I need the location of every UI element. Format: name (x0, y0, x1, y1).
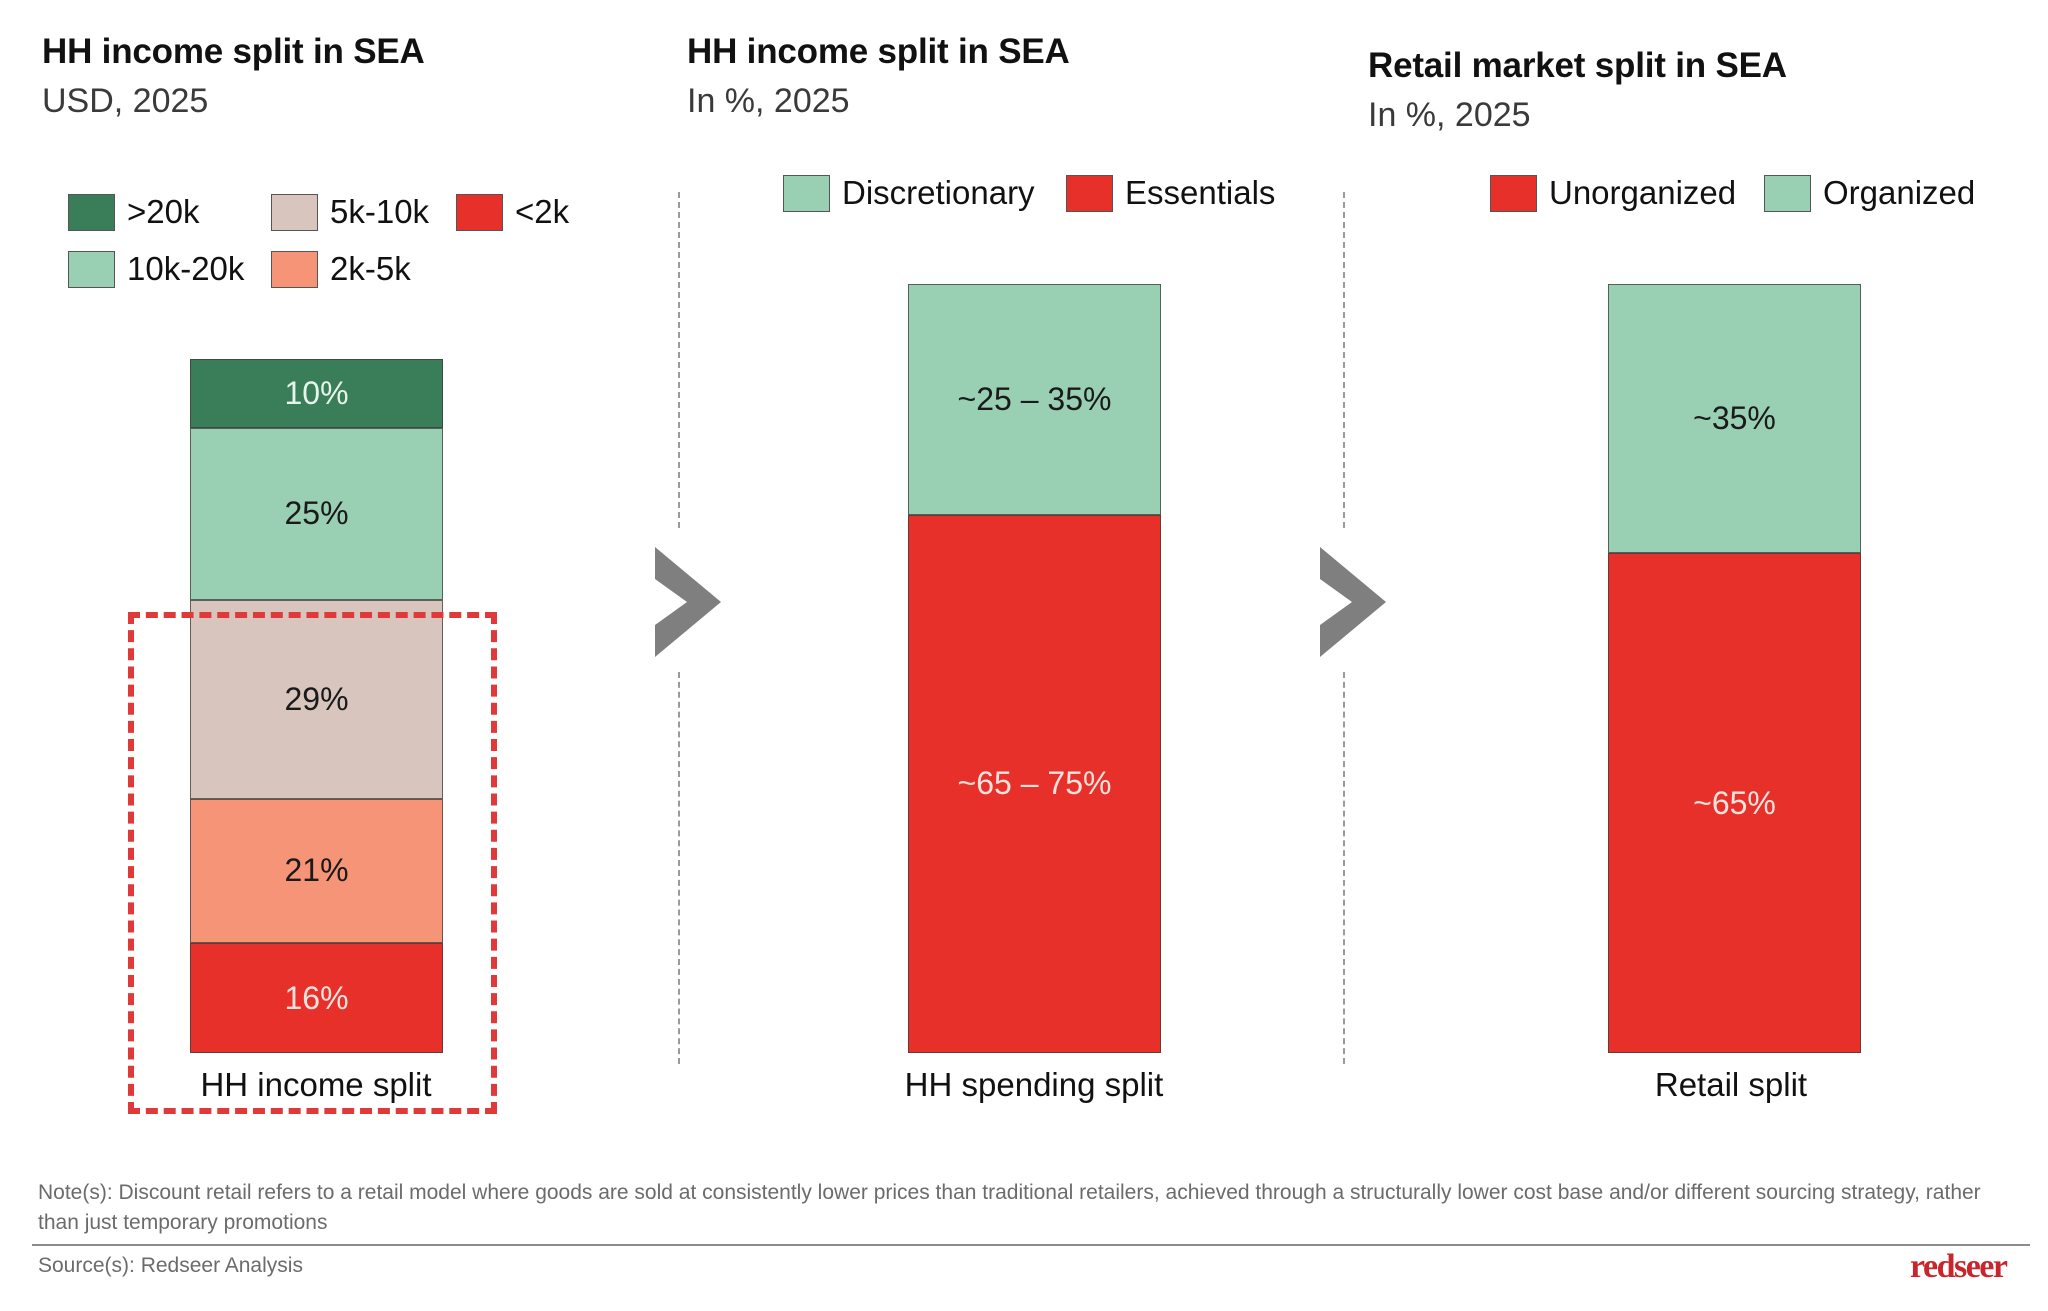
legend-swatch (68, 250, 115, 288)
legend-item-essentials: Essentials (1066, 173, 1275, 213)
chevron-right-icon (1320, 547, 1386, 657)
legend-swatch (1490, 174, 1537, 212)
data-label: ~65 – 75% (957, 765, 1112, 802)
footnote: Note(s): Discount retail refers to a ret… (38, 1181, 1981, 1234)
data-label: ~35% (1693, 400, 1776, 437)
bar-segment-unorganized: ~65% (1608, 553, 1861, 1053)
bar-segment-2k: 16% (190, 943, 443, 1053)
legend-swatch (783, 174, 830, 212)
legend-swatch (456, 193, 503, 231)
retail-bar-caption: Retail split (1654, 1066, 1808, 1103)
spending-bar-caption: HH spending split (904, 1066, 1164, 1103)
bar-segment-essentials: ~65 – 75% (908, 514, 1161, 1053)
panel-1-title: HH income split in SEA (42, 32, 425, 71)
data-label: 29% (284, 680, 349, 717)
income-stacked-bar: 16% 21% 29% 25% 10% (190, 359, 443, 1053)
data-label: 16% (284, 979, 349, 1016)
legend-label: 5k-10k (330, 193, 430, 230)
legend-item-5k-10k: 5k-10k (271, 192, 429, 232)
panel-divider-1-bottom (678, 672, 680, 1064)
panel-3-subtitle: In %, 2025 (1368, 96, 1531, 134)
source-note: Source(s): Redseer Analysis (38, 1254, 303, 1277)
bar-segment-organized: ~35% (1608, 284, 1861, 554)
legend-item-lt2k: <2k (456, 192, 569, 232)
legend-label: Organized (1823, 174, 1976, 211)
panel-divider-2-bottom (1343, 672, 1345, 1064)
legend-label: <2k (515, 193, 570, 230)
data-label: ~65% (1693, 784, 1776, 821)
income-bar-caption: HH income split (200, 1066, 432, 1103)
panel-divider-1-top (678, 192, 680, 528)
chevron-right-icon (655, 547, 721, 657)
legend-item-organized: Organized (1764, 173, 1975, 213)
legend-item-unorganized: Unorganized (1490, 173, 1736, 213)
bar-segment-20k: 10% (190, 359, 443, 428)
legend-item-2k-5k: 2k-5k (271, 249, 411, 289)
retail-stacked-bar: ~65% ~35% (1608, 284, 1861, 1053)
data-label: 10% (284, 374, 349, 411)
legend-swatch (1066, 174, 1113, 212)
legend-item-10k-20k: 10k-20k (68, 249, 244, 289)
data-label: 25% (284, 495, 349, 532)
panel-divider-2-top (1343, 192, 1345, 528)
legend-item-discretionary: Discretionary (783, 173, 1035, 213)
panel-1-subtitle: USD, 2025 (42, 82, 209, 120)
legend-swatch (68, 193, 115, 231)
bar-segment-2k-5k: 21% (190, 798, 443, 944)
panel-2-title: HH income split in SEA (687, 32, 1070, 71)
legend-label: Essentials (1125, 174, 1276, 211)
legend-item-gt20k: >20k (68, 192, 199, 232)
bar-segment-discretionary: ~25 – 35% (908, 284, 1161, 515)
data-label: ~25 – 35% (957, 380, 1112, 417)
legend-label: Unorganized (1549, 174, 1737, 211)
legend-swatch (271, 250, 318, 288)
spending-stacked-bar: ~65 – 75% ~25 – 35% (908, 284, 1161, 1053)
redseer-logo: redseer (1910, 1248, 2008, 1285)
legend-label: >20k (127, 193, 200, 230)
data-label: 21% (284, 852, 349, 889)
panel-2-subtitle: In %, 2025 (687, 82, 850, 120)
legend-label: Discretionary (842, 174, 1035, 211)
footer-divider (32, 1244, 2030, 1246)
legend-swatch (271, 193, 318, 231)
legend-label: 10k-20k (127, 250, 245, 287)
panel-3-title: Retail market split in SEA (1368, 46, 1787, 85)
legend-label: 2k-5k (330, 250, 411, 287)
legend-swatch (1764, 174, 1811, 212)
highlight-dashed-box (128, 612, 497, 1114)
bar-segment-10k-20k: 25% (190, 427, 443, 600)
bar-segment-5k-10k: 29% (190, 599, 443, 799)
